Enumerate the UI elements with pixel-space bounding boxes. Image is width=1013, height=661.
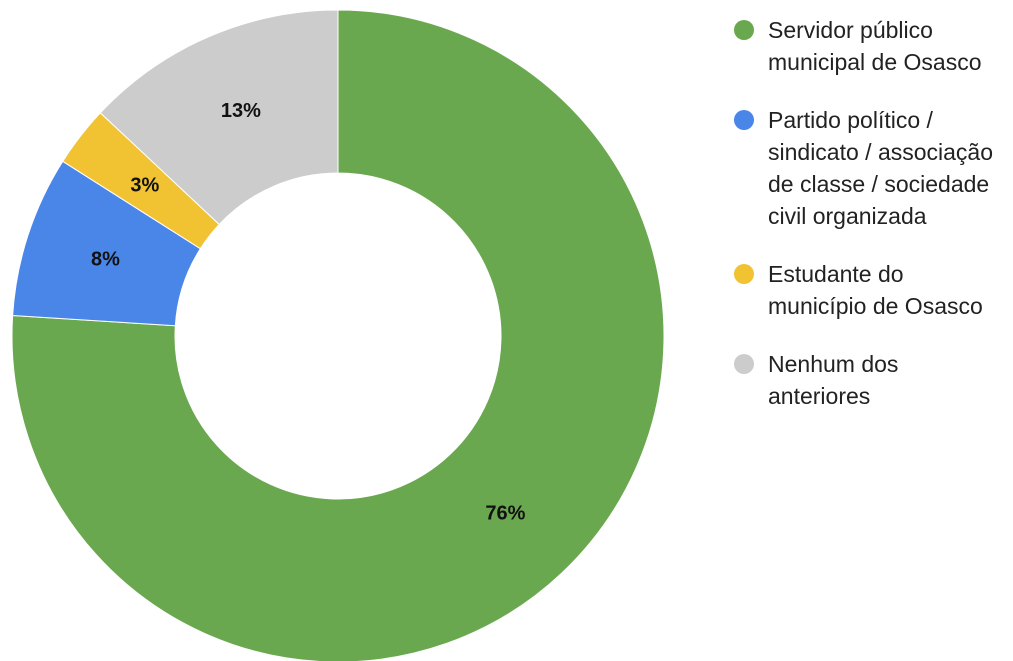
legend-swatch (734, 354, 754, 374)
chart: 76% 8% 3% 13% (11, 9, 665, 661)
donut-slice (11, 9, 665, 661)
legend-swatch (734, 20, 754, 40)
legend-swatch (734, 264, 754, 284)
legend-item: Servidor público municipal de Osasco (734, 14, 1004, 78)
legend-item: Nenhum dos anteriores (734, 348, 1004, 412)
slice-label: 8% (91, 249, 120, 271)
legend-item: Estudante do município de Osasco (734, 258, 1004, 322)
legend-label: Nenhum dos anteriores (768, 351, 899, 409)
legend-label: Partido político / sindicato / associaçã… (768, 107, 994, 229)
legend-label: Estudante do município de Osasco (768, 261, 983, 319)
slice-label: 76% (485, 503, 525, 525)
donut-slice (99, 9, 339, 226)
slice-label: 3% (130, 174, 159, 196)
legend-item: Partido político / sindicato / associaçã… (734, 104, 1004, 232)
slice-label: 13% (221, 100, 261, 122)
legend-swatch (734, 110, 754, 130)
legend: Servidor público municipal de Osasco Part… (734, 14, 1004, 412)
legend-label: Servidor público municipal de Osasco (768, 17, 982, 75)
